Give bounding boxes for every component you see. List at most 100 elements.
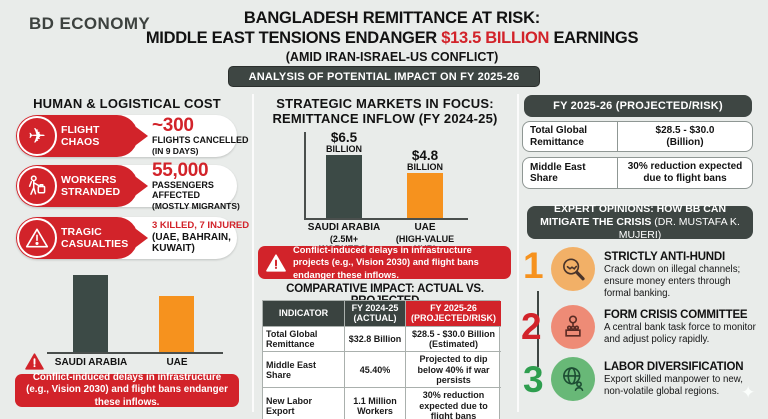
title-line2-pre: MIDDLE EAST TENSIONS ENDANGER	[145, 29, 442, 47]
title-line2: MIDDLE EAST TENSIONS ENDANGER $13.5 BILL…	[118, 29, 666, 48]
stranded-worker-icon	[17, 166, 57, 206]
cost-row-tragic-casualties: TRAGIC CASUALTIES 3 KILLED, 7 INJURED (U…	[16, 217, 249, 259]
arrow-right-icon	[136, 177, 148, 195]
middle-heading-line1: STRATEGIC MARKETS IN FOCUS:	[276, 96, 494, 111]
row-label: Middle East Share	[523, 158, 618, 188]
expert-number-1: 1	[523, 245, 544, 286]
left-chart-bar-uae	[159, 296, 194, 352]
row-value-line2: due to flight bans	[643, 173, 727, 184]
expert-connector-line	[537, 291, 539, 367]
expert-body-1: Crack down on illegal channels; ensure m…	[604, 264, 741, 299]
cost-label-line2: CHAOS	[61, 136, 100, 148]
value-amount: $4.8	[411, 148, 439, 163]
globe-person-icon	[551, 357, 595, 401]
header-title-block: BANGLADESH REMITTANCE AT RISK: MIDDLE EA…	[118, 9, 666, 64]
committee-icon	[551, 305, 595, 349]
stat-desc1: (UAE, BAHRAIN,	[152, 231, 231, 243]
cost-label-line1: WORKERS	[61, 173, 117, 186]
magnifier-handshake-icon	[551, 247, 595, 291]
cost-row-workers-stranded: WORKERS STRANDED 55,000 PASSENGERS AFFEC…	[16, 161, 240, 211]
table-header-projected: FY 2025-26 (PROJECTED/RISK)	[406, 301, 501, 327]
cost-row-flight-chaos: FLIGHT CHAOS ✈ ~300 FLIGHTS CANCELLED (I…	[16, 115, 249, 157]
row-value: $28.5 - $30.0 (Billion)	[618, 122, 752, 151]
warning-triangle-icon	[25, 353, 44, 375]
mid-chart-bar-saudi	[326, 155, 362, 218]
left-chart-bar-saudi	[73, 275, 108, 352]
middle-alert-text: Conflict-induced delays in infrastructur…	[293, 245, 479, 280]
column-divider-1	[252, 94, 254, 412]
plane-icon: ✈	[17, 116, 57, 156]
table-cell: Total Global Remittance	[263, 326, 345, 353]
stat-desc2: (IN 9 DAYS)	[152, 145, 199, 156]
mid-chart-value-saudi: $6.5 BILLION	[318, 131, 370, 154]
left-chart-label-saudi: SAUDI ARABIA	[54, 357, 128, 368]
table-cell: New Labor Export	[263, 388, 345, 419]
middle-heading-line2: REMITTANCE INFLOW (FY 2024-25)	[272, 111, 498, 126]
arrow-right-icon	[136, 127, 148, 145]
cost-label: WORKERS STRANDED	[61, 165, 135, 207]
warning-triangle-icon	[17, 218, 57, 258]
middle-section-heading: STRATEGIC MARKETS IN FOCUS: REMITTANCE I…	[258, 96, 512, 126]
cost-stat-block: ~300 FLIGHTS CANCELLED (IN 9 DAYS)	[152, 115, 252, 157]
cost-label: TRAGIC CASUALTIES	[61, 217, 135, 259]
expert-title-3: LABOR DIVERSIFICATION	[604, 361, 744, 373]
projection-row-total-remittance: Total Global Remittance $28.5 - $30.0 (B…	[522, 121, 753, 152]
stat-value: ~300	[152, 115, 194, 136]
expert-body-3: Export skilled manpower to new, non-vola…	[604, 374, 743, 397]
value-amount: $6.5	[330, 130, 358, 145]
cost-label-line1: TRAGIC	[61, 225, 102, 238]
stat-desc2: (MOSTLY MIGRANTS)	[152, 201, 240, 212]
expert-badge-light: (DR. MUSTAFA K. MUJERI)	[618, 215, 740, 242]
title-subtitle: (AMID IRAN-ISRAEL-US CONFLICT)	[285, 50, 499, 64]
row-value: 30% reduction expected due to flight ban…	[618, 158, 752, 188]
stat-value: 3 KILLED, 7 INJURED	[152, 220, 250, 232]
expert-number-2: 2	[521, 306, 542, 347]
left-chart-x-axis	[47, 352, 223, 354]
table-cell: 45.40%	[345, 352, 406, 389]
stat-desc1: FLIGHTS CANCELLED	[152, 135, 249, 145]
cost-stat-block: 55,000 PASSENGERS AFFECTED (MOSTLY MIGRA…	[152, 161, 252, 212]
row-label: Total Global Remittance	[523, 122, 618, 151]
value-unit: BILLION	[326, 143, 362, 154]
table-header-indicator: INDICATOR	[263, 301, 345, 327]
left-alert-box: Conflict-induced delays in infrastructur…	[15, 372, 239, 408]
expert-number-3: 3	[523, 359, 544, 400]
stat-value: 55,000	[152, 159, 209, 181]
cost-label-line1: FLIGHT	[61, 123, 100, 136]
projection-row-middle-east-share: Middle East Share 30% reduction expected…	[522, 157, 753, 189]
column-divider-2	[517, 94, 519, 412]
stat-desc2: KUWAIT)	[152, 243, 195, 255]
row-value-line1: 30% reduction expected	[627, 161, 743, 172]
mid-chart-value-uae: $4.8 BILLION	[399, 149, 451, 172]
left-chart-label-uae: UAE	[166, 357, 188, 368]
table-cell: 30% reduction expected due to flight ban…	[406, 388, 501, 419]
expert-title-1: STRICTLY ANTI-HUNDI	[604, 251, 725, 263]
title-line2-post: EARNINGS	[549, 29, 639, 47]
expert-badge-bold: EXPERT OPINIONS: HOW BB CAN MITIGATE THE…	[540, 202, 727, 228]
cost-label-line2: STRANDED	[61, 186, 121, 198]
mid-chart-y-axis	[304, 132, 306, 220]
cost-label: FLIGHT CHAOS	[61, 115, 135, 157]
title-highlight: $13.5 BILLION	[441, 29, 550, 47]
expert-title-2: FORM CRISIS COMMITTEE	[604, 309, 748, 321]
left-section-heading: HUMAN & LOGISTICAL COST	[33, 96, 221, 111]
table-cell: $28.5 - $30.0 Billion (Estimated)	[406, 327, 501, 353]
row-value-line1: $28.5 - $30.0	[655, 124, 715, 136]
value-unit: BILLION	[407, 161, 443, 172]
table-cell: Middle East Share	[263, 352, 345, 389]
warning-triangle-icon	[266, 253, 286, 272]
sparkle-icon: ✦	[741, 383, 756, 402]
category-name: SAUDI ARABIA	[307, 222, 381, 233]
expert-opinions-badge: EXPERT OPINIONS: HOW BB CAN MITIGATE THE…	[527, 202, 753, 242]
cost-stat-block: 3 KILLED, 7 INJURED (UAE, BAHRAIN, KUWAI…	[152, 217, 252, 259]
table-header-actual: FY 2024-25 (ACTUAL)	[345, 301, 406, 327]
projection-badge: FY 2025-26 (PROJECTED/RISK)	[524, 95, 752, 117]
arrow-right-icon	[136, 229, 148, 247]
category-name: UAE	[414, 222, 436, 233]
title-line1: BANGLADESH REMITTANCE AT RISK:	[243, 9, 541, 27]
stat-desc1: PASSENGERS AFFECTED	[152, 179, 214, 201]
middle-alert-box: Conflict-induced delays in infrastructur…	[258, 245, 511, 280]
comparative-impact-table: INDICATOR FY 2024-25 (ACTUAL) FY 2025-26…	[262, 300, 501, 419]
mid-chart-x-axis	[304, 218, 468, 220]
